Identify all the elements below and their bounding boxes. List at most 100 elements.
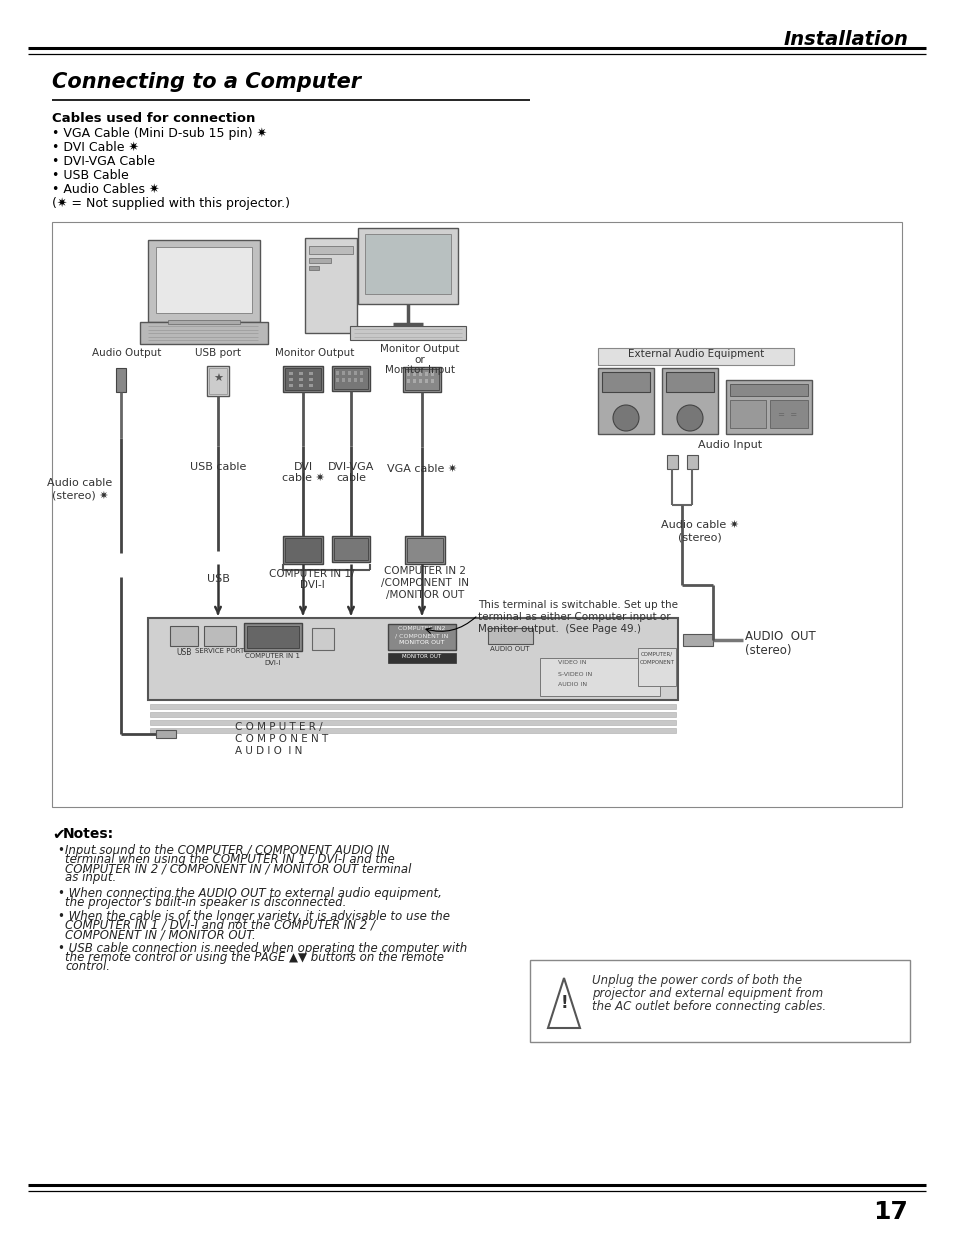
Bar (148, 240, 260, 322)
Bar (285, 538, 320, 562)
Text: • USB cable connection is needed when operating the computer with: • USB cable connection is needed when op… (58, 942, 467, 955)
Text: SERVICE PORT: SERVICE PORT (195, 648, 244, 655)
Text: the projector’s built-in speaker is disconnected.: the projector’s built-in speaker is disc… (65, 897, 346, 909)
Bar (298, 372, 303, 375)
Text: COMPUTER IN 1: COMPUTER IN 1 (245, 653, 300, 659)
Text: USB: USB (176, 648, 192, 657)
Bar (156, 730, 175, 739)
Text: (stereo): (stereo) (744, 643, 791, 657)
Bar (418, 379, 421, 383)
Bar (388, 624, 456, 650)
Text: Monitor Output: Monitor Output (275, 348, 355, 358)
Text: USB port: USB port (194, 348, 241, 358)
Text: Audio Output: Audio Output (92, 348, 161, 358)
Text: VIDEO IN: VIDEO IN (558, 659, 586, 664)
Text: AUDIO IN: AUDIO IN (558, 682, 586, 687)
Bar (405, 536, 444, 564)
Text: cable: cable (335, 473, 366, 483)
Bar (598, 348, 793, 366)
Text: COMPONENT: COMPONENT (639, 659, 674, 664)
Text: 17: 17 (872, 1200, 907, 1224)
Bar (729, 384, 807, 396)
Text: /COMPONENT  IN: /COMPONENT IN (380, 578, 469, 588)
Bar (598, 368, 654, 433)
Text: /MONITOR OUT: /MONITOR OUT (385, 590, 464, 600)
Bar (150, 713, 676, 718)
Text: Installation: Installation (782, 30, 907, 49)
Text: C O M P U T E R /: C O M P U T E R / (234, 722, 322, 732)
Bar (359, 370, 363, 375)
Bar (431, 379, 434, 383)
Bar (341, 370, 345, 375)
Text: terminal as either Computer input or: terminal as either Computer input or (477, 613, 670, 622)
Bar (244, 622, 302, 651)
Bar (431, 372, 434, 375)
Bar (407, 538, 442, 562)
Text: COMPUTER IN 2: COMPUTER IN 2 (384, 566, 465, 576)
Text: • VGA Cable (Mini D-sub 15 pin) ✷: • VGA Cable (Mini D-sub 15 pin) ✷ (52, 127, 267, 140)
Text: • DVI-VGA Cable: • DVI-VGA Cable (52, 156, 154, 168)
Bar (665, 372, 713, 391)
Bar (116, 368, 126, 391)
Bar (424, 372, 428, 375)
Bar (332, 536, 370, 562)
Bar (298, 378, 303, 382)
Text: Audio Input: Audio Input (698, 440, 761, 450)
Bar (204, 626, 235, 646)
Text: MONITOR OUT: MONITOR OUT (399, 640, 444, 645)
Text: • When the cable is of the longer variety, it is advisable to use the: • When the cable is of the longer variet… (58, 910, 450, 923)
Bar (170, 626, 198, 646)
Bar (309, 384, 313, 387)
Bar (405, 369, 438, 390)
Bar (150, 704, 676, 709)
Bar (298, 384, 303, 387)
Circle shape (677, 405, 702, 431)
Bar (283, 536, 323, 564)
Text: MONITOR OUT: MONITOR OUT (402, 655, 441, 659)
Bar (148, 618, 678, 700)
Text: the AC outlet before connecting cables.: the AC outlet before connecting cables. (592, 1000, 825, 1013)
Text: • When connecting the AUDIO OUT to external audio equipment,: • When connecting the AUDIO OUT to exter… (58, 887, 441, 900)
Bar (305, 238, 356, 333)
Text: S-VIDEO IN: S-VIDEO IN (558, 672, 592, 677)
Text: AUDIO  OUT: AUDIO OUT (744, 630, 815, 643)
Text: COMPUTER IN 1/: COMPUTER IN 1/ (269, 569, 355, 579)
Text: • DVI Cable ✷: • DVI Cable ✷ (52, 141, 139, 154)
Text: AUDIO OUT: AUDIO OUT (490, 646, 529, 652)
Bar (413, 372, 416, 375)
Bar (52, 222, 901, 806)
Bar (283, 366, 323, 391)
Text: C O M P O N E N T: C O M P O N E N T (234, 734, 328, 743)
Bar (682, 634, 712, 646)
Text: DVI-I: DVI-I (299, 580, 324, 590)
Text: VGA cable ✷: VGA cable ✷ (387, 464, 456, 474)
Bar (209, 368, 227, 394)
Text: =  =: = = (778, 410, 797, 419)
Bar (661, 368, 718, 433)
Bar (309, 378, 313, 382)
Text: the remote control or using the PAGE ▲▼ buttons on the remote: the remote control or using the PAGE ▲▼ … (65, 951, 443, 965)
Text: Monitor Input: Monitor Input (385, 366, 455, 375)
Bar (309, 246, 353, 254)
Text: Audio cable: Audio cable (48, 478, 112, 488)
Bar (334, 368, 368, 389)
Bar (332, 366, 370, 391)
Text: Cables used for connection: Cables used for connection (52, 112, 255, 125)
Bar (289, 378, 293, 382)
Text: This terminal is switchable. Set up the: This terminal is switchable. Set up the (477, 600, 678, 610)
Bar (350, 326, 465, 340)
Bar (312, 629, 334, 650)
Text: / COMPONENT IN: / COMPONENT IN (395, 634, 448, 638)
Bar (309, 266, 318, 270)
Bar (638, 648, 676, 685)
Text: terminal when using the COMPUTER IN 1 / DVI-I and the: terminal when using the COMPUTER IN 1 / … (65, 853, 395, 866)
Text: control.: control. (65, 960, 110, 973)
Bar (407, 372, 410, 375)
Text: Unplug the power cords of both the: Unplug the power cords of both the (592, 974, 801, 987)
Text: USB: USB (207, 574, 230, 584)
Text: Connecting to a Computer: Connecting to a Computer (52, 72, 360, 91)
Bar (247, 626, 298, 648)
Bar (769, 400, 807, 429)
Bar (207, 366, 229, 396)
Bar (354, 370, 356, 375)
